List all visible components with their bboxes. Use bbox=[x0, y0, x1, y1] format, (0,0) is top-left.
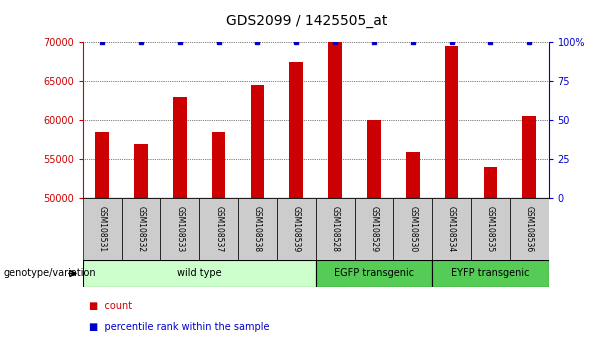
Text: GSM108530: GSM108530 bbox=[408, 206, 417, 252]
FancyBboxPatch shape bbox=[238, 198, 277, 260]
Text: GSM108537: GSM108537 bbox=[214, 206, 223, 252]
FancyBboxPatch shape bbox=[121, 198, 161, 260]
Text: GSM108533: GSM108533 bbox=[175, 206, 185, 252]
Bar bbox=[251, 85, 264, 198]
Bar bbox=[406, 152, 419, 198]
FancyBboxPatch shape bbox=[161, 198, 199, 260]
Text: ■  count: ■ count bbox=[89, 301, 132, 311]
FancyBboxPatch shape bbox=[316, 260, 432, 287]
FancyBboxPatch shape bbox=[394, 198, 432, 260]
Bar bbox=[484, 167, 497, 198]
Bar bbox=[96, 132, 109, 198]
Bar bbox=[522, 116, 536, 198]
FancyBboxPatch shape bbox=[510, 198, 549, 260]
FancyBboxPatch shape bbox=[432, 260, 549, 287]
FancyBboxPatch shape bbox=[471, 198, 510, 260]
Text: EYFP transgenic: EYFP transgenic bbox=[451, 268, 530, 279]
Bar bbox=[329, 42, 342, 198]
FancyBboxPatch shape bbox=[83, 198, 121, 260]
Bar bbox=[134, 144, 148, 198]
FancyBboxPatch shape bbox=[83, 260, 316, 287]
Text: wild type: wild type bbox=[177, 268, 221, 279]
Text: GSM108538: GSM108538 bbox=[253, 206, 262, 252]
Text: GSM108528: GSM108528 bbox=[330, 206, 340, 252]
Bar bbox=[289, 62, 303, 198]
Text: GDS2099 / 1425505_at: GDS2099 / 1425505_at bbox=[226, 14, 387, 28]
Bar bbox=[367, 120, 381, 198]
Text: GSM108534: GSM108534 bbox=[447, 206, 456, 252]
FancyBboxPatch shape bbox=[277, 198, 316, 260]
Text: GSM108531: GSM108531 bbox=[97, 206, 107, 252]
Text: GSM108535: GSM108535 bbox=[486, 206, 495, 252]
Text: GSM108529: GSM108529 bbox=[370, 206, 378, 252]
Text: EGFP transgenic: EGFP transgenic bbox=[334, 268, 414, 279]
FancyBboxPatch shape bbox=[316, 198, 354, 260]
Text: GSM108539: GSM108539 bbox=[292, 206, 301, 252]
Bar bbox=[212, 132, 226, 198]
FancyBboxPatch shape bbox=[354, 198, 394, 260]
Text: ■  percentile rank within the sample: ■ percentile rank within the sample bbox=[89, 322, 269, 332]
Bar bbox=[445, 46, 459, 198]
Text: GSM108532: GSM108532 bbox=[137, 206, 145, 252]
Text: GSM108536: GSM108536 bbox=[525, 206, 534, 252]
FancyBboxPatch shape bbox=[432, 198, 471, 260]
Bar bbox=[173, 97, 186, 198]
FancyBboxPatch shape bbox=[199, 198, 238, 260]
Text: genotype/variation: genotype/variation bbox=[3, 268, 96, 279]
